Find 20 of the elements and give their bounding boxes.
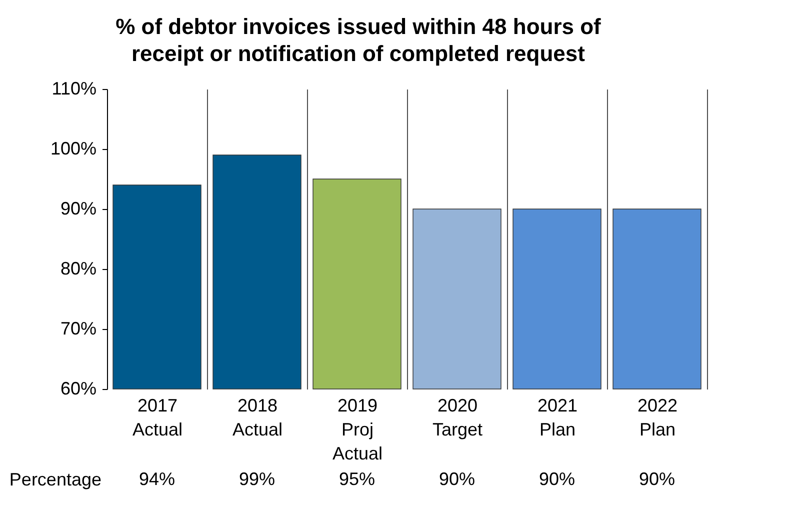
text: 90% (638, 469, 676, 489)
text: 95% (338, 469, 376, 489)
y-tick-label: 90% (60, 198, 96, 218)
y-tick-label: 60% (60, 378, 96, 398)
x-tick-label: 2022 Plan (637, 396, 678, 440)
text: 99% (238, 469, 276, 489)
x-tick-label: 2017 Actual (132, 396, 183, 440)
text: 90% (438, 469, 476, 489)
x-tick-label: 2021 Plan (537, 396, 578, 440)
y-tick-label: 100% (50, 138, 96, 158)
chart-title: % of debtor invoices issued within 48 hours of receipt or notification of completed request (116, 14, 602, 66)
text: 94% (138, 469, 176, 489)
y-tick-label: 70% (60, 318, 96, 338)
y-tick-label: 110% (52, 78, 96, 98)
x-tick-label: 2019 Proj Actual (332, 396, 383, 464)
y-tick-label: 80% (60, 258, 96, 278)
text: Percentage (9, 470, 102, 490)
text: 90% (538, 469, 576, 489)
x-tick-label: 2018 Actual (232, 396, 283, 440)
x-tick-label: 2020 Target (432, 396, 483, 440)
